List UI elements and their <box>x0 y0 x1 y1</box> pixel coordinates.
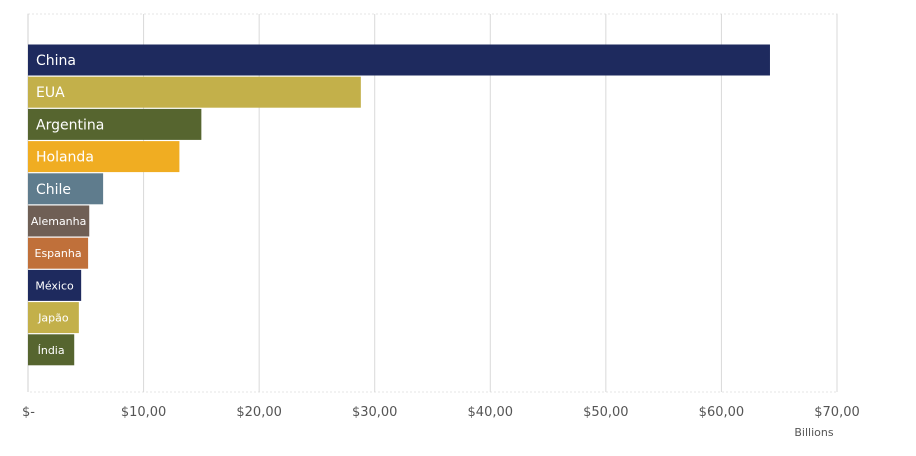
bar-label: Japão <box>37 312 69 325</box>
bar-label: Alemanha <box>31 215 87 228</box>
bar <box>28 44 770 76</box>
x-tick-label: $70,00 <box>814 405 860 420</box>
bar <box>28 141 180 173</box>
x-tick-label: $30,00 <box>352 405 398 420</box>
bar-label: China <box>36 53 76 69</box>
x-axis-ticks: $- $10,00 $20,00 $30,00 $40,00 $50,00 $60,00 $7… <box>22 405 860 420</box>
x-tick-label: $20,00 <box>236 405 282 420</box>
unit-label: Billions <box>794 426 833 439</box>
x-tick-label: $- <box>22 405 35 420</box>
bar <box>28 205 90 237</box>
x-tick-label: $60,00 <box>699 405 745 420</box>
x-tick-label: $40,00 <box>468 405 514 420</box>
bar-label: Holanda <box>36 150 94 166</box>
x-tick-label: $10,00 <box>121 405 167 420</box>
x-tick-label: $50,00 <box>583 405 629 420</box>
bar <box>28 269 82 301</box>
bar-label: México <box>35 279 74 292</box>
bar <box>28 302 79 334</box>
bar-label: Chile <box>36 182 71 198</box>
bar <box>28 76 361 108</box>
bar <box>28 108 202 140</box>
bar-label: EUA <box>36 85 65 101</box>
bar-label: Índia <box>38 344 65 357</box>
bar-label: Argentina <box>36 117 104 133</box>
bar <box>28 173 104 205</box>
bar <box>28 334 75 366</box>
bar <box>28 237 89 269</box>
bars: China EUA Argentina Holanda Chile Alemanha Esp… <box>28 44 770 366</box>
bar-label: Espanha <box>35 247 82 260</box>
